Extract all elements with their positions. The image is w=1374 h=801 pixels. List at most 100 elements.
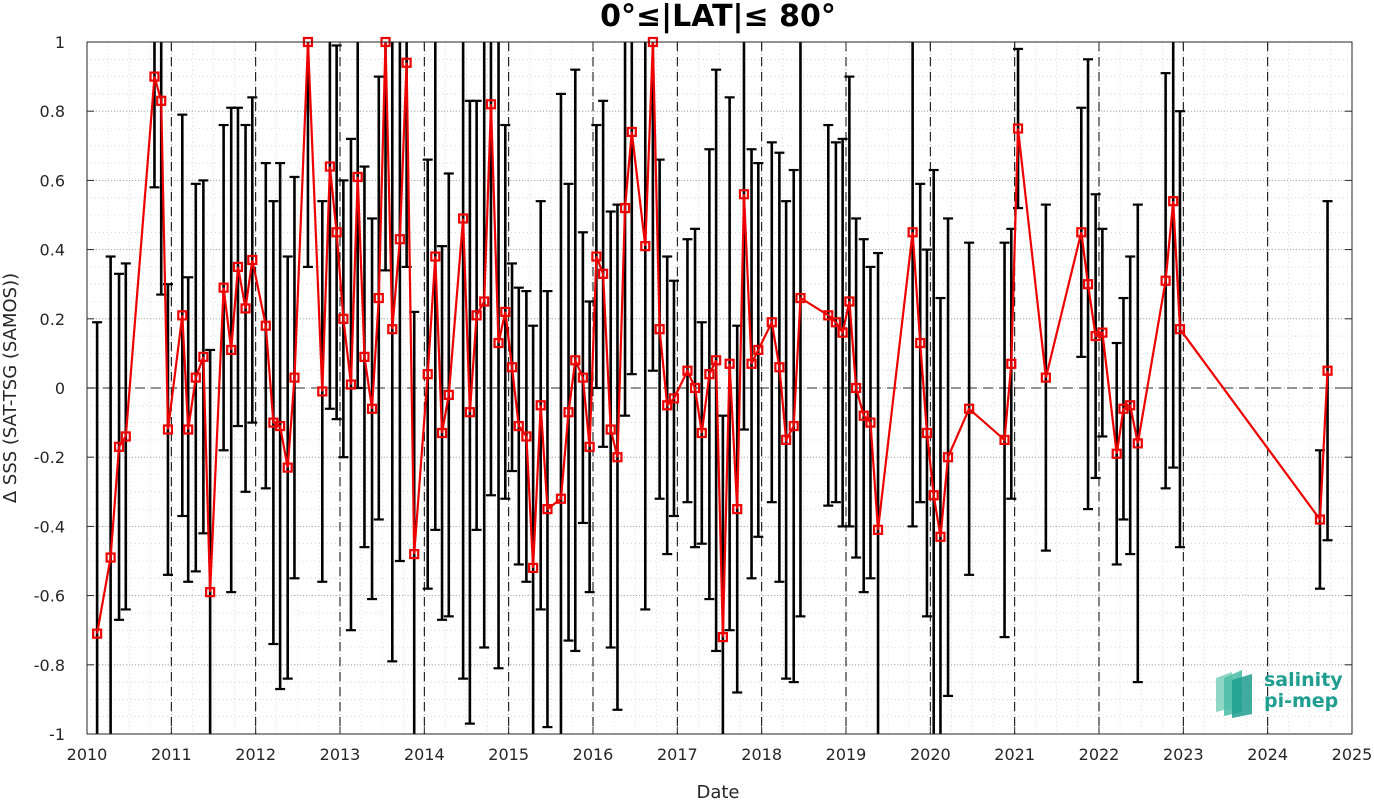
data-point — [345, 379, 357, 390]
y-tick-label: -0.8 — [34, 656, 65, 675]
data-point — [781, 434, 792, 445]
data-point — [183, 424, 194, 435]
x-axis-label: Date — [696, 782, 739, 801]
data-point — [711, 355, 722, 366]
data-point — [795, 292, 806, 304]
salinity-pi-mep-logo: salinity pi-mep — [1216, 669, 1343, 718]
data-point — [198, 351, 209, 362]
data-point — [105, 552, 116, 563]
data-point — [218, 282, 229, 293]
y-tick-label: -1 — [49, 725, 65, 744]
x-tick-label: 2014 — [404, 745, 445, 764]
x-tick-label: 2011 — [151, 745, 192, 764]
y-axis-ticks: -1 -0.8 -0.6 -0.4 -0.2 0 0.2 0.4 0.6 0.8 1 — [34, 33, 1352, 744]
data-point — [260, 320, 271, 331]
data-point — [149, 71, 160, 82]
data-point — [205, 587, 216, 598]
data-point — [1160, 275, 1171, 286]
x-tick-label: 2020 — [910, 745, 951, 764]
data-point — [844, 296, 855, 307]
data-point — [156, 95, 167, 106]
data-point — [598, 268, 609, 279]
data-point — [443, 389, 454, 401]
y-tick-label: 0.6 — [40, 171, 65, 190]
x-tick-label: 2016 — [573, 745, 614, 764]
data-point — [521, 431, 532, 442]
data-point — [162, 424, 174, 435]
chart-title: 0°≤|LAT|≤ 80° — [600, 0, 836, 34]
data-point — [92, 628, 103, 639]
data-point — [352, 171, 363, 183]
data-point — [500, 306, 511, 317]
x-tick-label: 2022 — [1079, 745, 1120, 764]
data-point — [753, 344, 764, 356]
data-point — [788, 420, 799, 432]
data-point — [704, 369, 715, 380]
data-point — [359, 351, 370, 362]
data-point — [964, 403, 975, 414]
data-point — [921, 427, 933, 439]
data-point — [485, 99, 497, 110]
data-point — [935, 531, 946, 542]
y-tick-label: 1 — [55, 33, 65, 52]
data-point — [338, 313, 349, 324]
data-point — [865, 417, 876, 428]
data-point — [766, 317, 777, 328]
x-tick-label: 2025 — [1332, 745, 1373, 764]
y-tick-label: 0 — [55, 379, 65, 398]
data-point — [626, 126, 637, 138]
data-point — [226, 344, 237, 356]
data-point — [563, 407, 574, 418]
data-point — [331, 227, 342, 238]
data-point — [830, 317, 841, 328]
logo-line1: salinity — [1264, 669, 1343, 691]
data-point — [823, 310, 834, 321]
data-point — [113, 441, 125, 452]
x-axis-ticks: 2010 2011 2012 2013 2014 2015 2016 2017 2018 2019… — [67, 42, 1373, 764]
data-point — [1168, 196, 1179, 207]
y-axis-label: Δ SSS (SAT-TSG (SAMOS)) — [0, 273, 21, 503]
data-point — [907, 227, 918, 238]
data-point — [591, 251, 602, 262]
data-point — [506, 362, 518, 373]
data-point — [190, 372, 201, 383]
x-tick-label: 2021 — [994, 745, 1035, 764]
data-point — [282, 462, 293, 473]
logo-line2: pi-mep — [1264, 690, 1338, 712]
data-point — [1132, 438, 1143, 449]
data-point — [724, 358, 735, 369]
y-tick-label: -0.2 — [34, 448, 65, 467]
data-point — [605, 424, 616, 435]
data-point — [464, 407, 475, 418]
data-point — [837, 327, 848, 338]
data-point — [612, 452, 623, 463]
data-point — [1040, 372, 1051, 383]
data-point — [774, 362, 785, 373]
data-point — [1082, 279, 1094, 290]
data-point — [1111, 448, 1122, 459]
data-point — [232, 261, 244, 272]
data-point — [479, 296, 490, 307]
data-point — [493, 337, 504, 349]
data-point — [535, 400, 546, 411]
x-tick-label: 2024 — [1247, 745, 1288, 764]
data-point — [942, 452, 954, 463]
x-tick-label: 2017 — [657, 745, 698, 764]
data-point — [654, 324, 665, 335]
data-point — [584, 441, 595, 452]
data-point — [177, 310, 188, 321]
data-point — [458, 213, 469, 224]
data-point — [999, 434, 1010, 445]
x-tick-label: 2018 — [741, 745, 782, 764]
data-point — [394, 234, 405, 245]
data-point — [422, 369, 433, 380]
data-point — [1322, 365, 1333, 376]
data-point — [640, 241, 651, 252]
data-point — [732, 504, 743, 515]
x-tick-label: 2015 — [488, 745, 529, 764]
data-point — [570, 355, 581, 366]
data-point — [436, 427, 448, 439]
data-point — [619, 202, 631, 214]
data-point — [682, 365, 693, 376]
data-point — [746, 358, 757, 369]
